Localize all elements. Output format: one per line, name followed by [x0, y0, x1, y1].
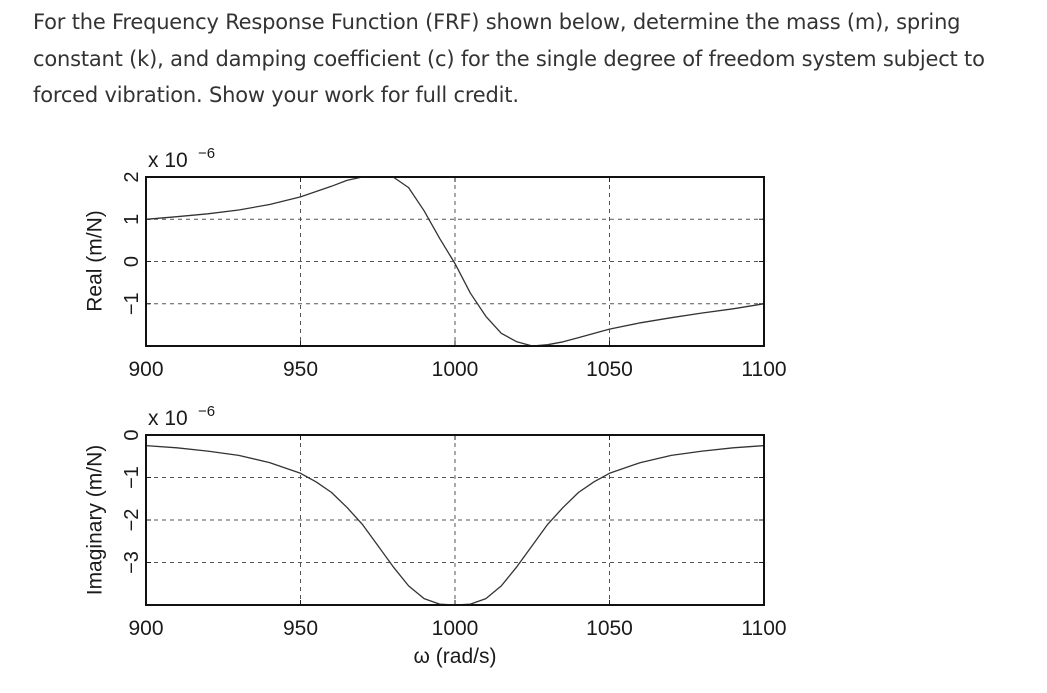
- question-paragraph: For the Frequency Response Function (FRF…: [33, 10, 985, 107]
- chart-0-scale-label: x 10: [148, 149, 188, 172]
- chart-0-xtick-label: 1000: [432, 358, 479, 381]
- chart-1-xtick-label: 900: [128, 617, 163, 640]
- chart-1-ytick-label: −2: [121, 509, 143, 532]
- chart-1-ytick-label: −3: [121, 551, 143, 574]
- chart-1-xtick-label: 950: [283, 617, 318, 640]
- chart-0-xtick-label: 1100: [741, 358, 786, 381]
- question-text: For the Frequency Response Function (FRF…: [33, 4, 1023, 114]
- chart-0-ytick-label: −1: [121, 292, 143, 315]
- chart-0-xtick-label: 950: [283, 358, 318, 381]
- chart-0-ytick-label: 1: [121, 214, 143, 225]
- chart-0-scale-exponent: −6: [198, 145, 215, 162]
- chart-0-plot-frame: [145, 176, 765, 347]
- chart-1-scale-exponent: −6: [198, 403, 215, 420]
- chart-0-ytick-label: 2: [121, 171, 143, 182]
- chart-1-xtick-label: 1000: [432, 617, 479, 640]
- chart-1-xlabel: ω (rad/s): [414, 645, 497, 668]
- chart-0-ylabel: Real (m/N): [84, 210, 107, 312]
- chart-1-ytick-label: 0: [121, 429, 143, 440]
- chart-0-xtick-label: 1050: [586, 358, 633, 381]
- chart-0-xtick-label: 900: [128, 358, 163, 381]
- chart-0-ytick-label: 0: [121, 256, 143, 267]
- chart-1-plot-frame: [145, 434, 765, 606]
- chart-1-xtick-label: 1050: [586, 617, 633, 640]
- chart-1-xtick-label: 1100: [741, 617, 786, 640]
- chart-1-ytick-label: −1: [121, 466, 143, 489]
- chart-1-scale-label: x 10: [148, 407, 188, 430]
- chart-0-series-line: [145, 176, 765, 347]
- chart-1-ylabel: Imaginary (m/N): [84, 445, 107, 596]
